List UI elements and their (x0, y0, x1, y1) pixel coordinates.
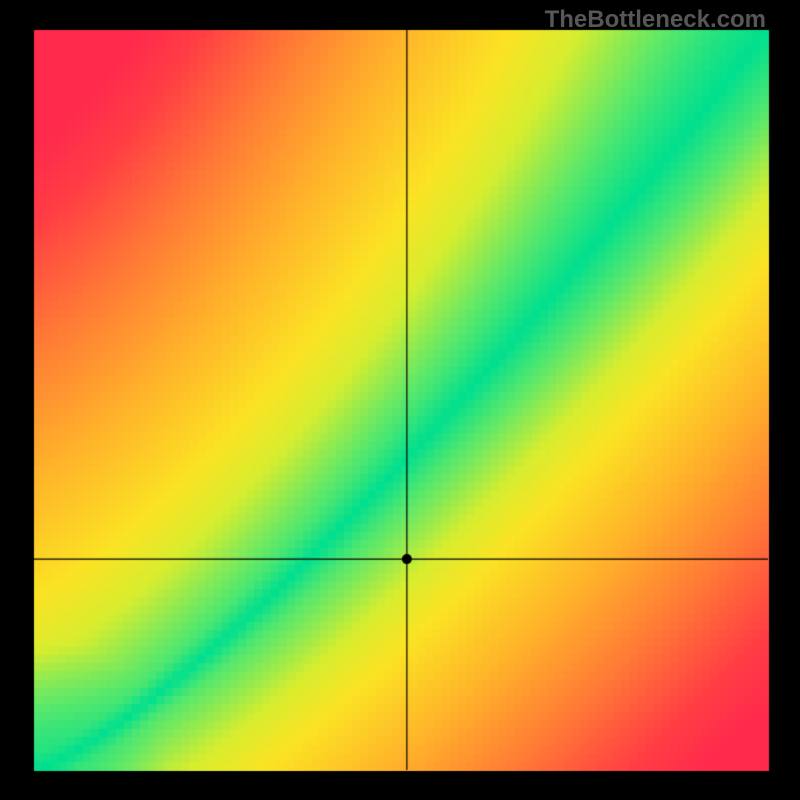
watermark-text: TheBottleneck.com (545, 6, 766, 34)
chart-container: TheBottleneck.com (0, 0, 800, 800)
bottleneck-heatmap (0, 0, 800, 800)
